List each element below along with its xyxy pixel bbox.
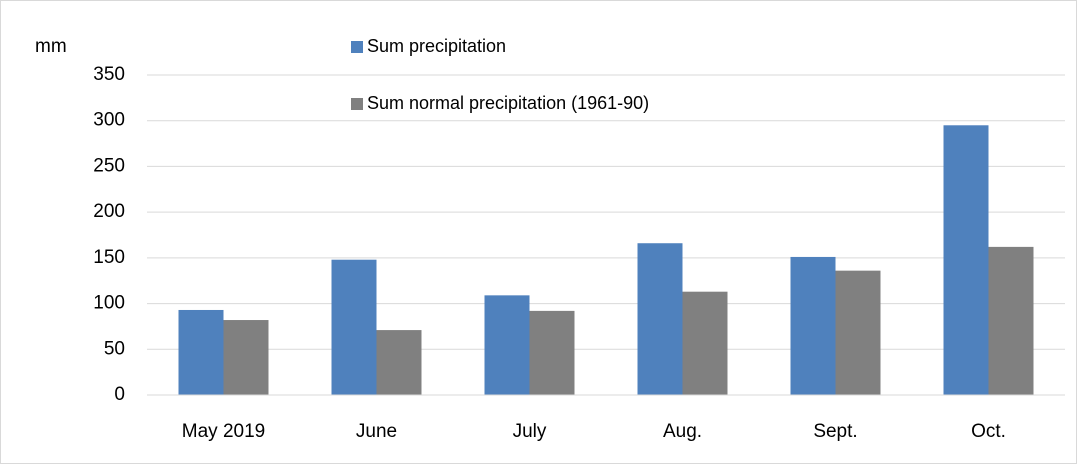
- bar: [331, 259, 377, 395]
- bar: [835, 270, 881, 395]
- bar: [790, 256, 836, 395]
- legend-swatch: [351, 98, 363, 110]
- y-tick-label: 200: [93, 201, 125, 222]
- legend-text: Sum normal precipitation (1961-90): [367, 93, 649, 113]
- legend-text: Sum precipitation: [367, 36, 506, 56]
- y-axis-label: mm: [35, 36, 67, 57]
- x-tick-label: Oct.: [971, 421, 1006, 442]
- bar: [178, 309, 224, 395]
- bar: [223, 320, 269, 395]
- legend-swatch: [351, 41, 363, 53]
- y-tick-label: 300: [93, 110, 125, 131]
- x-tick-label: June: [356, 421, 397, 442]
- bar: [637, 243, 683, 395]
- bar: [376, 330, 422, 395]
- bar: [988, 246, 1034, 395]
- y-tick-label: 50: [104, 338, 125, 359]
- x-tick-label: May 2019: [182, 421, 265, 442]
- x-tick-label: July: [513, 421, 547, 442]
- x-tick-label: Sept.: [813, 421, 857, 442]
- bar: [484, 295, 530, 395]
- y-tick-label: 150: [93, 247, 125, 268]
- y-tick-label: 100: [93, 293, 125, 314]
- bar: [682, 291, 728, 395]
- y-tick-label: 0: [114, 384, 125, 405]
- bar: [529, 310, 575, 395]
- y-tick-label: 350: [93, 64, 125, 85]
- bar: [943, 125, 989, 396]
- x-tick-label: Aug.: [663, 421, 702, 442]
- y-tick-label: 250: [93, 155, 125, 176]
